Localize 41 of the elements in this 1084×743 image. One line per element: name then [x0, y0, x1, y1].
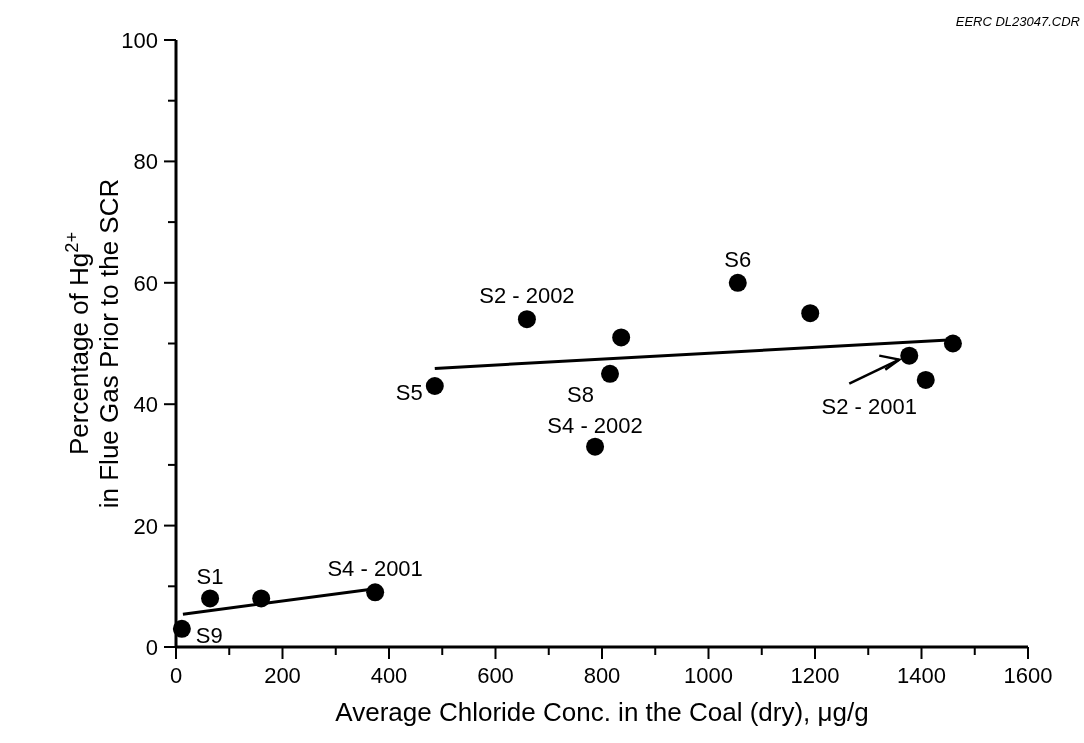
annotation: S8 [567, 381, 594, 407]
point [900, 346, 919, 365]
y-tick-label: 100 [121, 28, 158, 53]
x-tick-label: 0 [169, 663, 183, 688]
x-tick-label: 200 [264, 663, 301, 688]
y-tick-label: 60 [133, 270, 158, 296]
point [201, 589, 220, 608]
point [252, 589, 271, 608]
x-tick-label: 1600 [1003, 663, 1053, 688]
x-tick-label: 1000 [684, 663, 733, 688]
point [612, 328, 631, 347]
y-tick-label: 80 [133, 149, 158, 175]
y-tick-label: 0 [145, 635, 158, 660]
point [801, 304, 820, 323]
x-tick-label: 1400 [897, 663, 946, 688]
annotation: S5 [395, 379, 423, 405]
point [586, 437, 605, 456]
point [916, 370, 935, 389]
annotation: S4 - 2002 [547, 412, 643, 438]
annotation: S4 - 2001 [327, 556, 423, 582]
x-tick-label: 800 [583, 663, 621, 688]
text: EERC DL23047.CDR [955, 14, 1080, 29]
point [172, 619, 191, 638]
x-tick-label: 1200 [790, 663, 840, 688]
annotation: S2 - 2002 [479, 283, 575, 309]
annotation: S2 - 2001 [821, 393, 917, 419]
x-axis-title: Average Chloride Conc. in the Coal (dry), μg/g [335, 697, 869, 727]
point [728, 273, 747, 292]
point [517, 310, 536, 329]
x-tick-label: 600 [477, 663, 514, 688]
y-tick-label: 20 [133, 513, 158, 539]
y-tick-label: 40 [133, 392, 158, 418]
point [425, 376, 444, 395]
point [600, 364, 619, 383]
annotation: S9 [195, 622, 223, 648]
x-tick-label: 400 [370, 663, 408, 688]
point [366, 583, 385, 602]
point [943, 334, 962, 353]
annotation: S1 [196, 564, 224, 590]
annotation: S6 [724, 246, 752, 272]
y-axis-title: Percentage of Hg$^{2+}$ in Flue Gas Prior to the SCR [62, 178, 124, 509]
